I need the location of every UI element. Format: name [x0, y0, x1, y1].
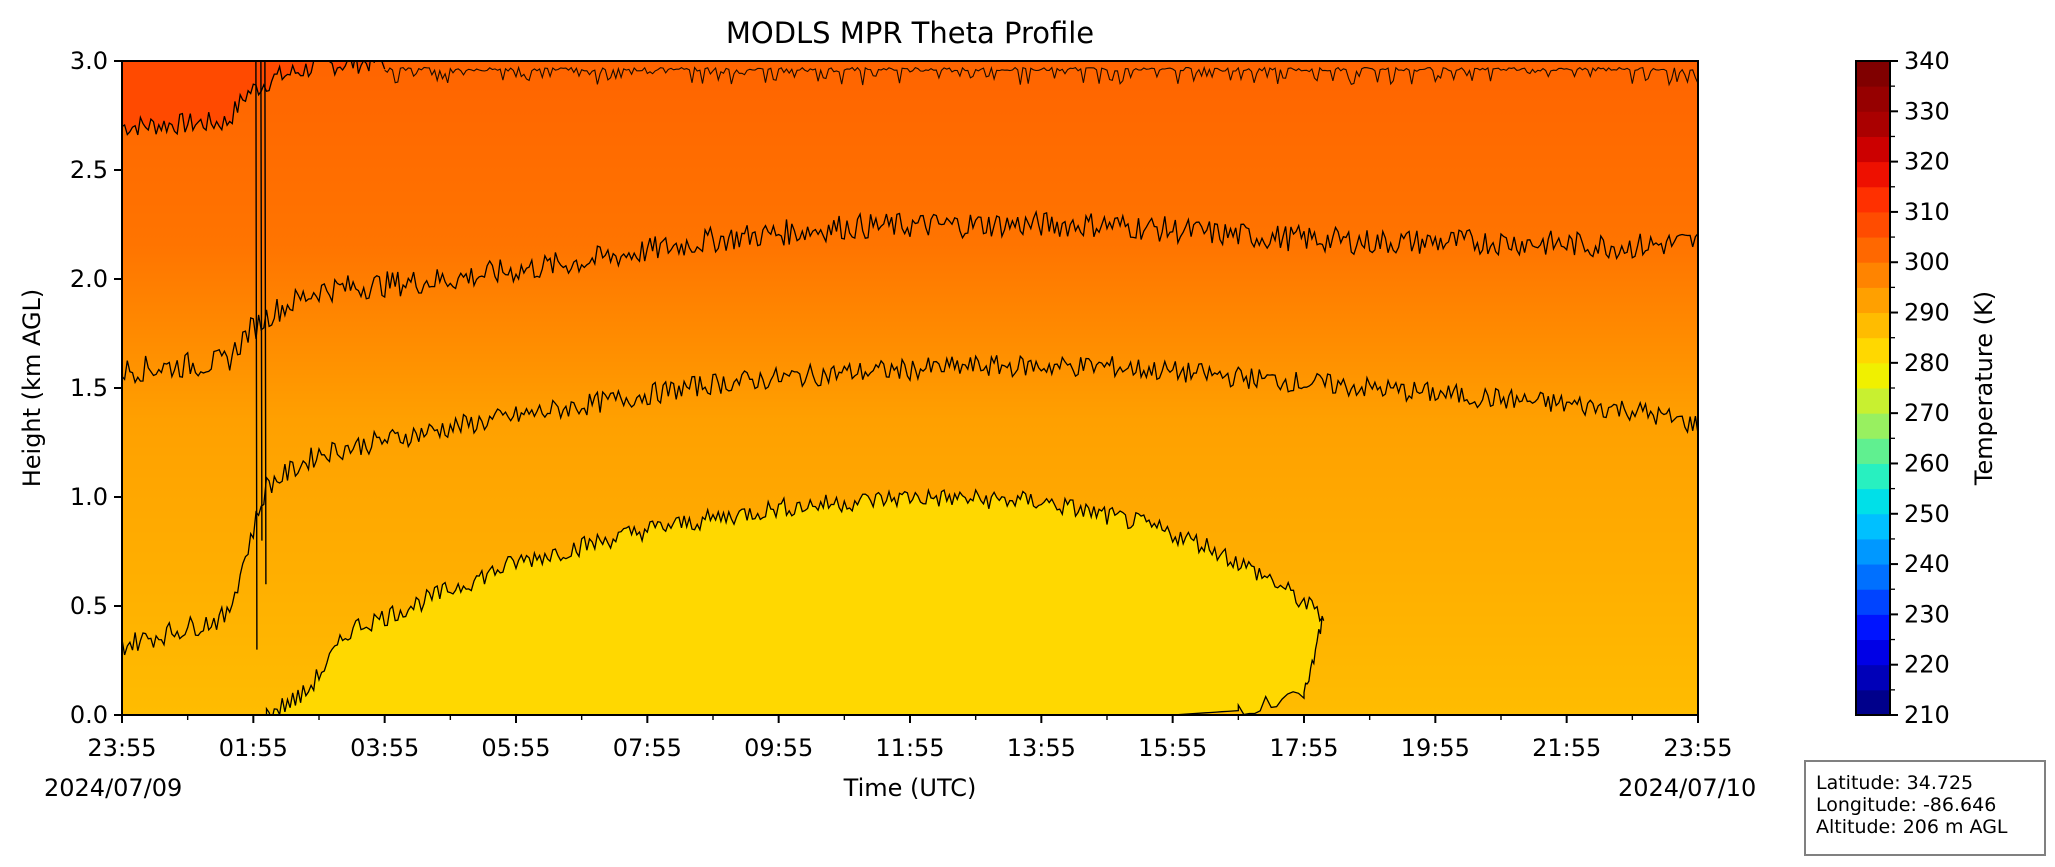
- colorbar-tick-label: 210: [1904, 701, 1950, 729]
- x-tick-label: 13:55: [1007, 734, 1076, 762]
- y-axis-label: Height (km AGL): [18, 289, 46, 488]
- colorbar-segment: [1856, 237, 1890, 263]
- colorbar-segment: [1856, 61, 1890, 87]
- end-date-label: 2024/07/10: [1618, 774, 1756, 802]
- colorbar-label: Temperature (K): [1970, 291, 1998, 486]
- altitude-text: Altitude: 206 m AGL: [1816, 816, 2008, 838]
- y-tick-label: 0.5: [70, 592, 108, 620]
- colorbar: [1856, 61, 1890, 716]
- colorbar-segment: [1856, 262, 1890, 288]
- station-info-box: Latitude: 34.725 Longitude: -86.646 Alti…: [1804, 760, 2046, 856]
- y-tick-label: 3.0: [70, 47, 108, 75]
- colorbar-segment: [1856, 136, 1890, 163]
- contour-305K: [122, 354, 1698, 656]
- colorbar-tick-label: 230: [1904, 600, 1950, 628]
- contour-spike: [255, 61, 267, 650]
- contour-310K: [122, 209, 1698, 385]
- colorbar-segment: [1856, 337, 1890, 364]
- colorbar-segment: [1856, 312, 1890, 339]
- x-axis: 23:55 01:55 03:55 05:55 07:55 09:55 11:55 13:55…: [87, 715, 1733, 762]
- x-tick-label: 05:55: [481, 734, 550, 762]
- colorbar-tick-label: 330: [1904, 97, 1950, 125]
- colorbar-segment: [1856, 388, 1890, 414]
- colorbar-tick-label: 300: [1904, 248, 1950, 276]
- colorbar-segment: [1856, 614, 1890, 641]
- colorbar-tick-label: 270: [1904, 399, 1950, 427]
- cool-boundary-layer: [266, 490, 1324, 715]
- colorbar-segment: [1856, 362, 1890, 389]
- x-tick-label: 21:55: [1532, 734, 1601, 762]
- colorbar-segment: [1856, 513, 1890, 540]
- colorbar-segment: [1856, 463, 1890, 490]
- y-tick-label: 2.5: [70, 156, 108, 184]
- x-tick-label: 07:55: [613, 734, 682, 762]
- plot-area: [122, 61, 1698, 715]
- colorbar-segment: [1856, 413, 1890, 439]
- contour-300K: [265, 487, 1325, 715]
- colorbar-tick-label: 320: [1904, 148, 1950, 176]
- colorbar-ticks: 210 220 230 240 250 260 270 280 290 300 310 320 330 3…: [1890, 47, 1950, 729]
- colorbar-tick-label: 250: [1904, 500, 1950, 528]
- colorbar-segment: [1856, 86, 1890, 112]
- x-tick-label: 17:55: [1269, 734, 1338, 762]
- colorbar-tick-label: 340: [1904, 47, 1950, 75]
- y-axis: 0.0 0.5 1.0 1.5 2.0 2.5 3.0: [70, 47, 122, 729]
- start-date-label: 2024/07/09: [44, 774, 182, 802]
- x-tick-label: 09:55: [744, 734, 813, 762]
- y-tick-label: 0.0: [70, 701, 108, 729]
- x-tick-label: 19:55: [1401, 734, 1470, 762]
- colorbar-tick-label: 280: [1904, 349, 1950, 377]
- upper-warm-layer: [122, 61, 385, 135]
- y-tick-label: 2.0: [70, 265, 108, 293]
- chart-title: MODLS MPR Theta Profile: [726, 16, 1094, 50]
- x-tick-label: 23:55: [1663, 734, 1732, 762]
- colorbar-tick-label: 260: [1904, 449, 1950, 477]
- contour-lines: [122, 61, 1698, 715]
- colorbar-segment: [1856, 664, 1890, 691]
- x-axis-label: Time (UTC): [843, 774, 977, 802]
- x-tick-label: 01:55: [219, 734, 288, 762]
- x-tick-label: 23:55: [87, 734, 156, 762]
- colorbar-segment: [1856, 161, 1890, 188]
- colorbar-tick-label: 240: [1904, 550, 1950, 578]
- colorbar-segment: [1856, 589, 1890, 615]
- x-tick-label: 15:55: [1138, 734, 1207, 762]
- colorbar-segment: [1856, 538, 1890, 565]
- colorbar-tick-label: 220: [1904, 651, 1950, 679]
- contour-315K-top: [384, 65, 1698, 87]
- x-tick-label: 03:55: [350, 734, 419, 762]
- longitude-text: Longitude: -86.646: [1816, 794, 1997, 816]
- colorbar-segment: [1856, 186, 1890, 213]
- colorbar-tick-label: 310: [1904, 198, 1950, 226]
- colorbar-segment: [1856, 287, 1890, 314]
- x-tick-label: 11:55: [875, 734, 944, 762]
- colorbar-segment: [1856, 488, 1890, 515]
- colorbar-segment: [1856, 211, 1890, 238]
- latitude-text: Latitude: 34.725: [1816, 772, 1974, 794]
- contour-315K: [122, 61, 386, 136]
- colorbar-segment: [1856, 111, 1890, 137]
- colorbar-segment: [1856, 639, 1890, 666]
- y-tick-label: 1.5: [70, 374, 108, 402]
- colorbar-segment: [1856, 689, 1890, 716]
- colorbar-segment: [1856, 438, 1890, 464]
- colorbar-segment: [1856, 564, 1890, 590]
- colorbar-tick-label: 290: [1904, 299, 1950, 327]
- y-tick-label: 1.0: [70, 483, 108, 511]
